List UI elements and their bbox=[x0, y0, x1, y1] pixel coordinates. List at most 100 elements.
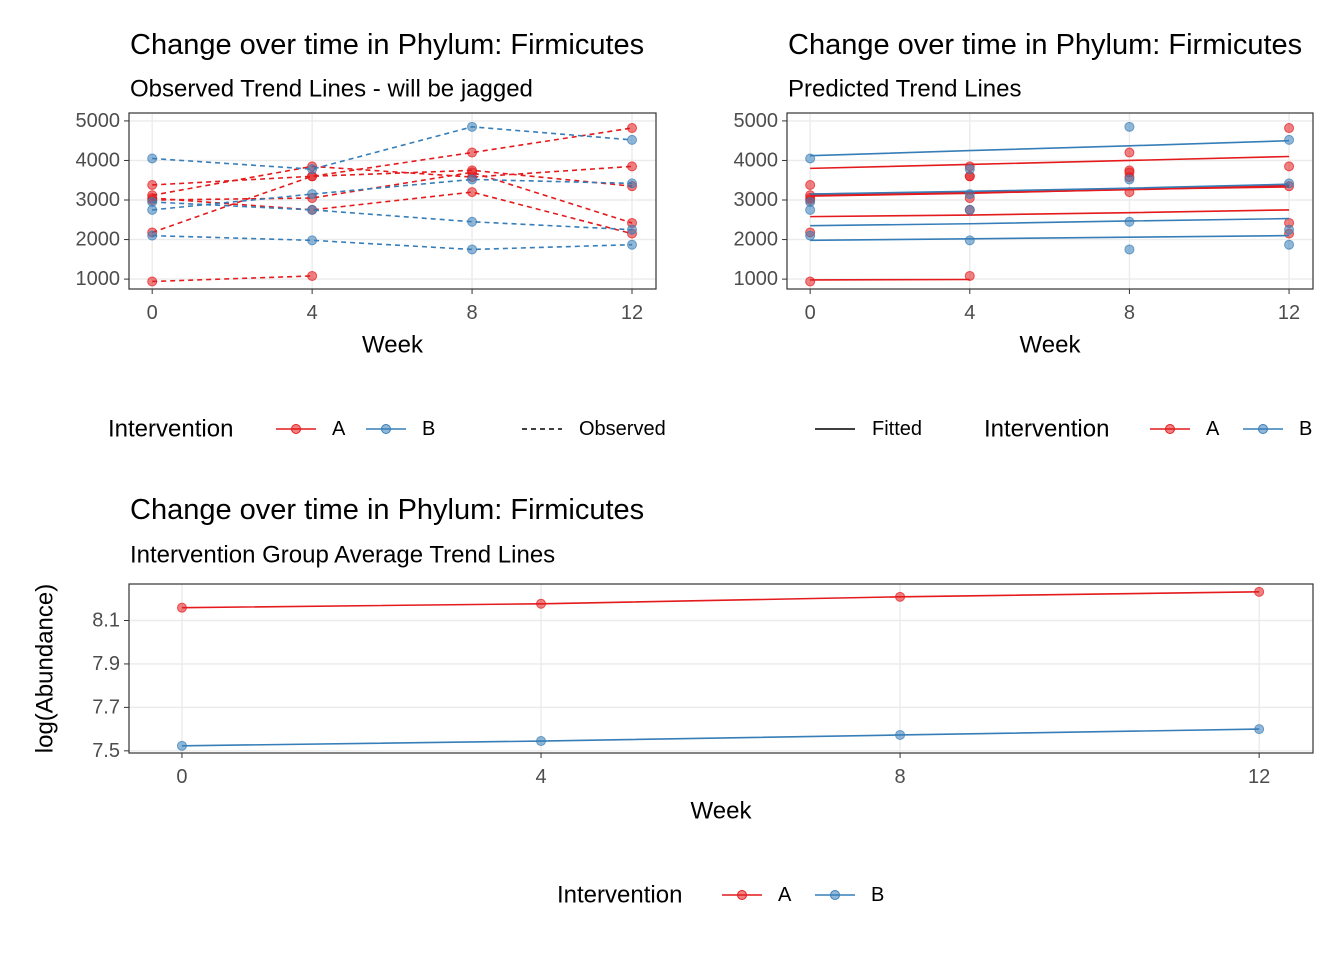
fitted-line bbox=[810, 209, 1290, 218]
chart-title: Change over time in Phylum: Firmicutes bbox=[130, 494, 644, 526]
x-tick-label: 0 bbox=[176, 766, 187, 788]
y-tick-label: 7.5 bbox=[92, 740, 120, 762]
y-tick-label: 5000 bbox=[76, 110, 121, 132]
trend-line bbox=[152, 234, 633, 251]
point bbox=[627, 134, 638, 145]
y-tick-label: 5000 bbox=[734, 110, 779, 132]
point bbox=[1254, 724, 1265, 735]
x-tick-label: 4 bbox=[535, 766, 546, 788]
point bbox=[1254, 586, 1265, 597]
point bbox=[307, 235, 318, 246]
point bbox=[147, 230, 158, 241]
legend-label: B bbox=[1299, 418, 1312, 440]
fitted-line bbox=[810, 217, 1290, 227]
point bbox=[1124, 147, 1135, 158]
point bbox=[805, 179, 816, 190]
point bbox=[147, 196, 158, 207]
legend-label: A bbox=[332, 418, 346, 440]
point bbox=[307, 189, 318, 200]
point bbox=[895, 729, 906, 740]
point bbox=[1284, 134, 1295, 145]
legend-key-point bbox=[291, 424, 301, 434]
point bbox=[1284, 123, 1295, 134]
trend-line bbox=[152, 165, 633, 197]
x-tick-label: 12 bbox=[1278, 302, 1300, 324]
trend-line bbox=[152, 126, 633, 170]
fitted-line bbox=[810, 139, 1290, 157]
point bbox=[964, 204, 975, 215]
trend-line bbox=[181, 728, 1260, 747]
point bbox=[467, 121, 478, 132]
x-axis-label: Week bbox=[362, 332, 424, 359]
point bbox=[1124, 174, 1135, 185]
point bbox=[307, 204, 318, 215]
plot-border bbox=[786, 112, 1314, 290]
legend-key-point bbox=[830, 890, 840, 900]
point bbox=[627, 178, 638, 189]
y-tick-label: 2000 bbox=[76, 229, 121, 251]
point bbox=[1284, 178, 1295, 189]
x-tick-label: 8 bbox=[895, 766, 906, 788]
point bbox=[805, 276, 816, 287]
point bbox=[895, 591, 906, 602]
point bbox=[805, 196, 816, 207]
fitted-line bbox=[810, 155, 1290, 170]
trend-line bbox=[152, 169, 633, 187]
point bbox=[467, 147, 478, 158]
chart-title: Change over time in Phylum: Firmicutes bbox=[788, 29, 1302, 61]
x-tick-label: 0 bbox=[805, 302, 816, 324]
x-tick-label: 0 bbox=[147, 302, 158, 324]
point bbox=[1284, 224, 1295, 235]
chart-title: Change over time in Phylum: Firmicutes bbox=[130, 29, 644, 61]
fitted-line bbox=[810, 234, 1290, 242]
trend-line bbox=[152, 201, 633, 231]
panel-group: 7.5 7.7 7.9 8.1 0 4 8 12 Change over time in Phy… bbox=[32, 494, 1314, 909]
legend-label: B bbox=[871, 884, 884, 906]
point bbox=[176, 740, 187, 751]
point bbox=[147, 179, 158, 190]
legend-key-point bbox=[1165, 424, 1175, 434]
trend-line bbox=[151, 127, 633, 234]
point bbox=[627, 239, 638, 250]
point bbox=[627, 224, 638, 235]
legend-linetype-label: Observed bbox=[579, 418, 666, 440]
legend-key-point bbox=[737, 890, 747, 900]
y-tick-label: 7.9 bbox=[92, 653, 120, 675]
legend-linetype-label: Fitted bbox=[872, 418, 922, 440]
point bbox=[1284, 239, 1295, 250]
point bbox=[176, 602, 187, 613]
legend-label: B bbox=[422, 418, 435, 440]
panel-group: 1000 2000 3000 4000 5000 0 4 8 12 Change over tim… bbox=[734, 29, 1314, 443]
plot-background bbox=[129, 113, 656, 289]
x-tick-label: 12 bbox=[621, 302, 643, 324]
legend-key-point bbox=[1258, 424, 1268, 434]
chart-subtitle: Observed Trend Lines - will be jagged bbox=[130, 76, 533, 103]
point bbox=[1124, 121, 1135, 132]
point bbox=[805, 230, 816, 241]
point bbox=[147, 276, 158, 287]
x-tick-label: 8 bbox=[467, 302, 478, 324]
point bbox=[964, 235, 975, 246]
trend-line bbox=[152, 171, 633, 224]
point bbox=[307, 164, 318, 175]
y-tick-label: 3000 bbox=[76, 189, 121, 211]
point bbox=[536, 736, 547, 747]
y-tick-label: 3000 bbox=[734, 189, 779, 211]
x-axis-label: Week bbox=[691, 798, 753, 825]
y-tick-label: 8.1 bbox=[92, 609, 120, 631]
point bbox=[536, 598, 547, 609]
plot-background bbox=[787, 113, 1313, 289]
y-tick-label: 1000 bbox=[76, 268, 121, 290]
legend-label: A bbox=[1206, 418, 1220, 440]
point bbox=[467, 216, 478, 227]
point bbox=[964, 270, 975, 281]
point bbox=[147, 153, 158, 164]
point bbox=[627, 123, 638, 134]
y-tick-label: 2000 bbox=[734, 229, 779, 251]
y-tick-label: 7.7 bbox=[92, 696, 120, 718]
legend-title: Intervention bbox=[108, 416, 233, 443]
point bbox=[467, 187, 478, 198]
x-axis-label: Week bbox=[1020, 332, 1082, 359]
legend-label: A bbox=[778, 884, 792, 906]
